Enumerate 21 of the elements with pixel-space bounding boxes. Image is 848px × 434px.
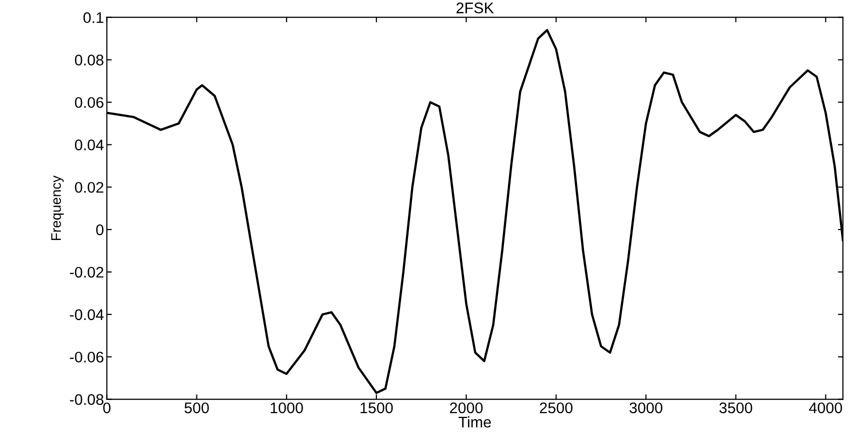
- y-axis-title: Frequency: [51, 176, 64, 240]
- x-tick-label: 3000: [630, 402, 662, 414]
- y-tick-label: -0.04: [70, 309, 104, 320]
- y-tick-label: -0.02: [70, 266, 104, 278]
- y-tick-label: 0.06: [74, 97, 104, 108]
- x-tick-label: 2500: [540, 402, 573, 414]
- x-tick-label: 4000: [809, 402, 842, 414]
- y-tick-label: 0.02: [74, 182, 104, 193]
- x-tick-label: 3500: [719, 402, 752, 414]
- y-tick-label: -0.08: [70, 394, 104, 405]
- y-tick-label: 0.1: [83, 12, 104, 24]
- x-tick-label: 500: [184, 402, 209, 414]
- x-tick-label: 1000: [270, 402, 303, 414]
- y-tick-label: 0: [96, 224, 104, 236]
- x-tick-label: 1500: [360, 402, 393, 414]
- x-tick-label: 2000: [450, 402, 483, 414]
- y-tick-label: -0.06: [70, 352, 104, 363]
- y-tick-label: 0.04: [74, 140, 104, 150]
- y-tick-label: 0.08: [74, 54, 104, 66]
- chart-title: 2FSK: [456, 2, 494, 14]
- x-axis-title: Time: [458, 416, 491, 428]
